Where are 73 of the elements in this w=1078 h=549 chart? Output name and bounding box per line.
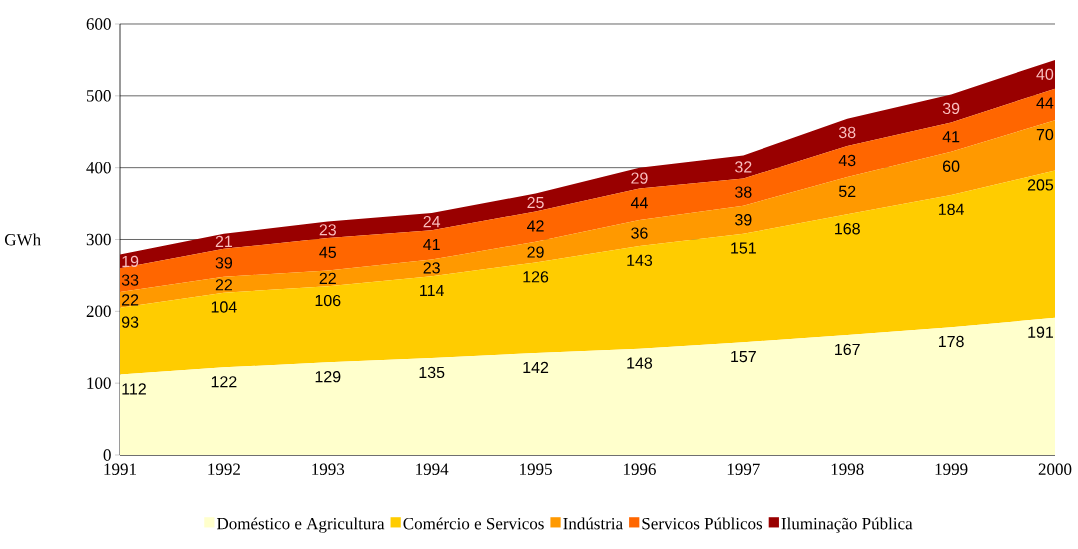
data-label: 43 — [838, 154, 856, 167]
data-label: 157 — [731, 351, 756, 363]
data-label: 44 — [630, 197, 648, 209]
x-tick-label: 1997 — [727, 463, 760, 475]
data-label: 23 — [319, 224, 336, 236]
data-label: 29 — [631, 172, 648, 184]
data-label: 21 — [215, 235, 232, 247]
x-tick-label: 1994 — [416, 463, 449, 475]
y-tick-label: 100 — [87, 377, 111, 389]
data-label: 45 — [319, 246, 336, 259]
data-label: 33 — [121, 274, 139, 286]
data-label: 151 — [731, 242, 756, 254]
data-label: 39 — [215, 257, 233, 269]
data-label: 60 — [943, 160, 960, 172]
x-tick-label: 1999 — [935, 463, 968, 475]
data-label: 178 — [938, 335, 964, 348]
data-label: 129 — [315, 371, 341, 383]
x-tick-label: 1995 — [520, 463, 552, 475]
data-label: 52 — [838, 185, 856, 198]
data-label: 41 — [942, 131, 960, 143]
data-label: 93 — [121, 316, 139, 328]
data-label: 22 — [319, 272, 336, 284]
data-label: 167 — [835, 343, 860, 356]
data-label: 135 — [419, 366, 445, 379]
legend-label: Comércio e Servicos — [403, 517, 544, 530]
data-label: 38 — [735, 186, 752, 198]
data-label: 168 — [835, 223, 860, 235]
data-label: 184 — [938, 203, 964, 215]
data-label: 114 — [420, 285, 444, 297]
legend-label: Indústria — [563, 517, 623, 530]
data-label: 126 — [523, 271, 549, 283]
x-tick-label: 1996 — [623, 463, 656, 475]
data-label: 191 — [1028, 326, 1054, 338]
data-label: 23 — [423, 262, 440, 274]
data-label: 122 — [211, 376, 237, 388]
data-label: 112 — [122, 383, 146, 395]
data-label: 29 — [527, 246, 544, 258]
x-tick-label: 1991 — [104, 463, 136, 475]
legend-label: Iluminação Pública — [781, 517, 913, 533]
data-label: 143 — [627, 254, 653, 266]
y-tick-label: 200 — [86, 305, 111, 318]
data-label: 205 — [1027, 179, 1054, 191]
data-label: 44 — [1036, 97, 1054, 109]
data-label: 41 — [423, 239, 440, 251]
data-label: 22 — [215, 279, 232, 291]
data-label: 42 — [527, 220, 544, 232]
data-label: 70 — [1036, 128, 1054, 141]
data-label: 22 — [122, 294, 139, 306]
y-tick-label: 0 — [103, 449, 111, 461]
data-label: 40 — [1036, 68, 1054, 80]
data-label: 38 — [838, 126, 856, 139]
data-label: 24 — [423, 215, 441, 228]
y-tick-label: 500 — [86, 90, 111, 102]
data-label: 106 — [315, 294, 341, 307]
x-tick-label: 2000 — [1038, 463, 1072, 476]
legend-label: Servicos Públicos — [642, 517, 763, 530]
data-label: 142 — [523, 361, 549, 373]
data-label: 36 — [631, 227, 648, 239]
x-tick-label: 1993 — [312, 463, 345, 475]
y-tick-label: 400 — [86, 161, 111, 174]
data-label: 32 — [735, 161, 752, 173]
data-label: 148 — [627, 357, 653, 369]
data-label: 25 — [527, 196, 544, 209]
data-label: 19 — [122, 255, 139, 268]
x-tick-label: 1992 — [208, 463, 240, 475]
x-tick-label: 1998 — [831, 463, 864, 476]
data-label: 39 — [735, 214, 752, 226]
y-axis-title: GWh — [4, 233, 41, 246]
data-label: 104 — [211, 301, 237, 313]
y-tick-label: 300 — [86, 233, 111, 246]
y-tick-label: 600 — [86, 18, 111, 30]
legend-label: Doméstico e Agricultura — [216, 517, 385, 533]
data-label: 39 — [942, 102, 960, 115]
